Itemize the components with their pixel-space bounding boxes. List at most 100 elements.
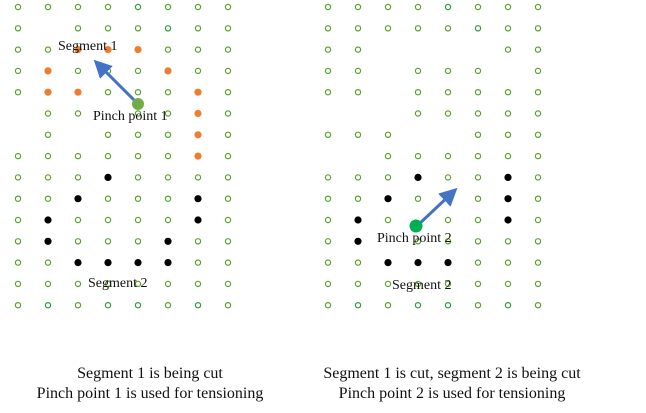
left-grid-hole xyxy=(164,152,172,160)
right-grid-hole xyxy=(324,25,332,32)
left-grid-hole xyxy=(44,110,52,117)
left-segment1-point xyxy=(194,131,202,139)
right-grid-hole xyxy=(444,302,452,309)
left-grid-hole xyxy=(224,3,232,11)
left-grid-hole xyxy=(44,174,52,181)
right-grid-hole xyxy=(534,174,542,181)
left-grid-hole xyxy=(224,152,232,160)
left-grid-hole xyxy=(74,216,82,224)
right-grid-hole xyxy=(384,131,392,138)
left-segment2-point xyxy=(194,216,202,224)
left-grid-hole xyxy=(44,152,52,160)
right-grid-hole xyxy=(414,238,422,245)
right-segment2-point xyxy=(504,195,512,203)
right-grid-hole xyxy=(534,110,542,117)
left-grid-hole xyxy=(74,67,82,75)
right-grid-hole xyxy=(354,259,362,266)
right-grid-hole xyxy=(534,280,542,288)
left-grid-hole xyxy=(44,302,52,309)
right-grid-hole xyxy=(354,88,362,96)
right-grid-hole xyxy=(414,195,422,202)
left-grid-hole xyxy=(104,216,112,224)
right-grid-hole xyxy=(324,174,332,181)
right-grid-hole xyxy=(474,110,482,117)
left-segment2-point xyxy=(104,259,112,267)
left-grid-hole xyxy=(14,280,22,288)
left-segment1-point xyxy=(44,67,52,75)
left-grid-hole xyxy=(74,174,82,181)
left-grid-hole xyxy=(224,280,232,288)
left-segment2-point xyxy=(164,259,172,267)
right-caption: Segment 1 is cut, segment 2 is being cut… xyxy=(323,364,580,404)
right-grid-hole xyxy=(384,174,392,181)
right-grid-hole xyxy=(534,131,542,138)
right-grid-hole xyxy=(354,67,362,75)
left-grid-hole xyxy=(134,67,142,75)
left-grid-hole xyxy=(164,88,172,96)
right-grid-hole xyxy=(504,152,512,160)
left-grid-hole xyxy=(164,302,172,309)
right-grid-hole xyxy=(474,88,482,96)
left-grid-hole xyxy=(74,238,82,245)
left-grid-hole xyxy=(104,152,112,160)
right-grid-hole xyxy=(384,3,392,11)
left-grid-hole xyxy=(134,174,142,181)
right-grid-hole xyxy=(384,302,392,309)
right-grid-hole xyxy=(474,216,482,224)
right-segment2-point xyxy=(504,216,512,224)
right-grid-hole xyxy=(354,25,362,32)
right-grid-hole xyxy=(534,238,542,245)
left-segment1-point xyxy=(194,152,202,160)
right-grid-hole xyxy=(474,25,482,32)
right-grid-hole xyxy=(324,3,332,11)
left-segment1-point xyxy=(164,67,172,75)
left-grid-hole xyxy=(224,25,232,32)
right-grid-hole xyxy=(354,131,362,138)
left-grid-hole xyxy=(14,259,22,266)
left-grid-hole xyxy=(134,3,142,11)
left-grid-hole xyxy=(134,280,142,288)
left-grid-hole xyxy=(164,25,172,32)
right-segment2-point xyxy=(444,259,452,267)
left-grid-hole xyxy=(164,3,172,11)
left-grid-hole xyxy=(44,280,52,288)
left-panel xyxy=(14,3,232,309)
right-grid-hole xyxy=(414,110,422,117)
left-grid-hole xyxy=(14,216,22,224)
right-segment2-point xyxy=(384,195,392,203)
right-caption-line-2: Pinch point 2 is used for tensioning xyxy=(338,385,566,402)
left-grid-hole xyxy=(224,259,232,266)
right-grid-hole xyxy=(504,131,512,138)
left-grid-hole xyxy=(224,302,232,309)
right-grid-hole xyxy=(354,3,362,11)
right-grid-hole xyxy=(474,67,482,75)
left-tension-arrow xyxy=(93,59,138,104)
right-grid-hole xyxy=(444,152,452,160)
right-grid-hole xyxy=(444,88,452,96)
left-segment1-point xyxy=(104,46,112,54)
left-grid-hole xyxy=(194,302,202,309)
left-grid-hole xyxy=(14,88,22,96)
right-grid-hole xyxy=(354,280,362,288)
left-segment2-point xyxy=(194,195,202,203)
right-grid-hole xyxy=(324,302,332,309)
left-grid-hole xyxy=(14,195,22,202)
left-grid-hole xyxy=(194,280,202,288)
right-grid-hole xyxy=(414,67,422,75)
left-grid-hole xyxy=(104,3,112,11)
left-grid-hole xyxy=(44,3,52,11)
right-grid-hole xyxy=(444,3,452,11)
left-grid-hole xyxy=(14,238,22,245)
left-grid-hole xyxy=(44,195,52,202)
left-segment1-point xyxy=(74,88,82,96)
right-grid-hole xyxy=(474,195,482,202)
left-grid-hole xyxy=(134,88,142,96)
right-grid-hole xyxy=(444,216,452,224)
right-grid-hole xyxy=(474,3,482,11)
left-segment1-point xyxy=(134,46,142,54)
left-grid-hole xyxy=(104,302,112,309)
left-grid-hole xyxy=(194,3,202,11)
left-grid-hole xyxy=(74,3,82,11)
left-segment1-point xyxy=(194,109,202,118)
left-grid-hole xyxy=(104,88,112,96)
